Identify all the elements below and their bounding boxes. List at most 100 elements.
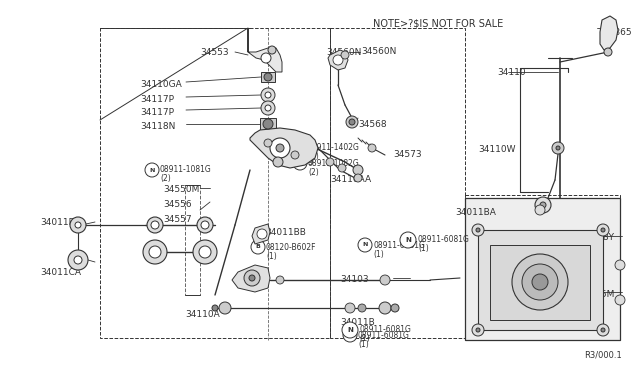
Circle shape xyxy=(273,157,283,167)
Circle shape xyxy=(535,205,545,215)
Circle shape xyxy=(476,328,480,332)
Circle shape xyxy=(197,217,213,233)
Polygon shape xyxy=(600,16,618,50)
Text: 34110AA: 34110AA xyxy=(330,175,371,184)
Circle shape xyxy=(212,305,218,311)
Text: (1): (1) xyxy=(308,153,319,161)
Text: (1): (1) xyxy=(359,334,370,343)
Bar xyxy=(490,245,590,320)
Circle shape xyxy=(74,256,82,264)
Circle shape xyxy=(472,324,484,336)
Circle shape xyxy=(380,275,390,285)
Circle shape xyxy=(368,144,376,152)
Bar xyxy=(330,28,465,338)
Circle shape xyxy=(540,202,546,208)
Circle shape xyxy=(68,250,88,270)
Text: 08911-1081G: 08911-1081G xyxy=(160,166,212,174)
Text: 08911-6081G: 08911-6081G xyxy=(359,326,411,334)
Circle shape xyxy=(343,328,357,342)
Circle shape xyxy=(193,240,217,264)
Text: 08120-B602F: 08120-B602F xyxy=(266,243,317,251)
Circle shape xyxy=(293,156,307,170)
Bar xyxy=(465,195,620,340)
Circle shape xyxy=(379,302,391,314)
Text: N: N xyxy=(298,160,303,166)
Text: 34556: 34556 xyxy=(163,200,191,209)
Text: 34011CA: 34011CA xyxy=(40,268,81,277)
Circle shape xyxy=(472,224,484,236)
Bar xyxy=(465,198,620,340)
Circle shape xyxy=(261,53,271,63)
Circle shape xyxy=(249,275,255,281)
Polygon shape xyxy=(252,224,270,244)
Text: 34557: 34557 xyxy=(163,215,191,224)
Text: 34011BA: 34011BA xyxy=(455,208,496,217)
Text: 34568: 34568 xyxy=(358,120,387,129)
Circle shape xyxy=(149,246,161,258)
Text: (2): (2) xyxy=(308,167,319,176)
Circle shape xyxy=(70,217,86,233)
Circle shape xyxy=(265,92,271,98)
Circle shape xyxy=(353,165,363,175)
Text: 34011B: 34011B xyxy=(340,318,375,327)
Circle shape xyxy=(145,163,159,177)
Text: 34118N: 34118N xyxy=(140,122,175,131)
Text: 08911-1402G: 08911-1402G xyxy=(308,144,360,153)
Text: (1): (1) xyxy=(373,250,384,259)
Circle shape xyxy=(257,229,267,239)
Circle shape xyxy=(147,217,163,233)
Text: 34110: 34110 xyxy=(497,68,525,77)
Text: 34560N: 34560N xyxy=(326,48,362,57)
Polygon shape xyxy=(232,265,270,292)
Circle shape xyxy=(143,240,167,264)
Text: N: N xyxy=(348,333,353,337)
Circle shape xyxy=(391,304,399,312)
Text: 34550M: 34550M xyxy=(163,185,200,194)
Text: 34565M: 34565M xyxy=(578,290,614,299)
Text: 34553: 34553 xyxy=(200,48,228,57)
Circle shape xyxy=(615,260,625,270)
Circle shape xyxy=(597,224,609,236)
Text: 34117P: 34117P xyxy=(140,95,174,104)
Circle shape xyxy=(151,221,159,229)
Circle shape xyxy=(201,221,209,229)
Polygon shape xyxy=(248,28,282,72)
Circle shape xyxy=(341,51,349,59)
Circle shape xyxy=(552,142,564,154)
Text: 08911-6081G: 08911-6081G xyxy=(358,330,410,340)
Circle shape xyxy=(346,116,358,128)
Circle shape xyxy=(601,328,605,332)
Text: 34011BC: 34011BC xyxy=(40,218,81,227)
Circle shape xyxy=(276,276,284,284)
Circle shape xyxy=(261,88,275,102)
Circle shape xyxy=(358,304,366,312)
Text: 34117P: 34117P xyxy=(140,108,174,117)
Text: N: N xyxy=(149,167,155,173)
Circle shape xyxy=(291,151,299,159)
Text: (1): (1) xyxy=(358,340,369,349)
Text: 34560N: 34560N xyxy=(361,48,396,57)
Circle shape xyxy=(358,238,372,252)
Circle shape xyxy=(251,240,265,254)
Circle shape xyxy=(199,246,211,258)
Text: N: N xyxy=(362,243,368,247)
Text: 08911-1082G: 08911-1082G xyxy=(308,158,360,167)
Circle shape xyxy=(601,228,605,232)
Circle shape xyxy=(338,164,346,172)
Text: N: N xyxy=(347,327,353,333)
Circle shape xyxy=(261,101,275,115)
Bar xyxy=(100,28,330,338)
Polygon shape xyxy=(328,50,348,70)
Text: (2): (2) xyxy=(160,174,171,183)
Circle shape xyxy=(532,274,548,290)
Circle shape xyxy=(345,303,355,313)
Text: 34110GA: 34110GA xyxy=(140,80,182,89)
Text: N: N xyxy=(405,237,411,243)
Bar xyxy=(260,118,276,130)
Text: B: B xyxy=(255,244,260,250)
Text: 34110A: 34110A xyxy=(185,310,220,319)
Circle shape xyxy=(535,197,551,213)
Circle shape xyxy=(354,174,362,182)
Text: 34573: 34573 xyxy=(393,150,422,159)
Circle shape xyxy=(476,228,480,232)
